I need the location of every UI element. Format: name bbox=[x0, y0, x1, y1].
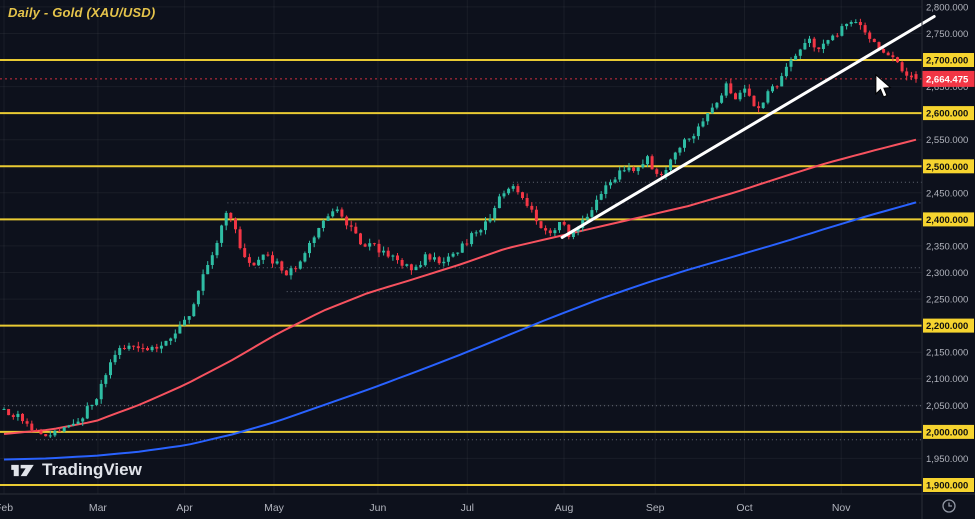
mouse-cursor bbox=[875, 73, 892, 98]
level-price-label-bg bbox=[923, 159, 974, 174]
level-price-label: 2,400.000 bbox=[926, 215, 968, 226]
level-price-label: 2,600.000 bbox=[926, 109, 968, 120]
level-price-label-bg bbox=[923, 212, 974, 227]
candlestick-series bbox=[2, 18, 918, 438]
level-price-label-bg bbox=[923, 53, 974, 67]
time-scale[interactable] bbox=[0, 494, 975, 519]
level-price-label: 2,500.000 bbox=[926, 162, 968, 173]
price-tick-label: 2,250.000 bbox=[926, 295, 968, 306]
dotted-levels bbox=[4, 181, 922, 441]
price-tick-label: 2,650.000 bbox=[926, 82, 968, 93]
time-axis-labels: Feb Mar Apr May Jun Jul Aug Sep Oct Nov bbox=[0, 502, 851, 514]
tradingview-wordmark: TradingView bbox=[42, 460, 142, 479]
tradingview-watermark: TradingView bbox=[10, 460, 142, 480]
level-price-label-bg bbox=[923, 424, 974, 439]
trendline-drawing[interactable] bbox=[560, 15, 936, 239]
last-price-label-bg bbox=[922, 70, 975, 87]
month-label: Jun bbox=[369, 502, 386, 514]
moving-average-slow[interactable] bbox=[3, 201, 917, 461]
chart-title: Daily - Gold (XAU/USD) bbox=[8, 5, 156, 20]
price-tick-label: 2,550.000 bbox=[926, 135, 968, 146]
month-label: May bbox=[264, 502, 285, 514]
level-price-label: 2,700.000 bbox=[926, 56, 968, 67]
price-scale[interactable] bbox=[922, 0, 975, 494]
price-tick-label: 2,150.000 bbox=[926, 348, 968, 359]
moving-average-fast[interactable] bbox=[3, 138, 917, 435]
level-price-label-bg bbox=[923, 318, 974, 333]
support-resistance-lines bbox=[0, 59, 922, 486]
month-label: Apr bbox=[176, 502, 193, 514]
price-tick-label: 2,050.000 bbox=[926, 401, 968, 412]
price-tick-label: 1,950.000 bbox=[926, 454, 968, 465]
last-price-label: 2,664.475 bbox=[926, 74, 969, 85]
price-tick-label: 2,300.000 bbox=[926, 268, 968, 279]
tradingview-logo bbox=[11, 464, 34, 476]
level-price-label-bg bbox=[923, 478, 974, 492]
price-tick-label: 2,100.000 bbox=[926, 374, 968, 385]
month-label: Nov bbox=[832, 502, 851, 514]
month-label: Aug bbox=[555, 502, 574, 514]
level-price-label: 1,900.000 bbox=[926, 481, 968, 492]
level-price-label-bg bbox=[923, 106, 974, 121]
clock-icon[interactable] bbox=[942, 499, 956, 513]
price-axis-labels: 2,800.000 2,750.000 2,700.000 2,650.000 2,60… bbox=[922, 2, 975, 492]
month-label: Jul bbox=[461, 502, 474, 514]
price-tick-label: 2,750.000 bbox=[926, 29, 968, 40]
month-label: Sep bbox=[646, 502, 665, 514]
month-label: Mar bbox=[89, 502, 108, 514]
level-price-label: 2,000.000 bbox=[926, 427, 968, 438]
price-tick-label: 2,800.000 bbox=[926, 2, 968, 13]
price-tick-label: 2,450.000 bbox=[926, 188, 968, 199]
price-tick-label: 2,350.000 bbox=[926, 241, 968, 252]
level-price-label: 2,200.000 bbox=[926, 321, 968, 332]
month-label: Feb bbox=[0, 502, 13, 514]
month-label: Oct bbox=[736, 502, 752, 514]
